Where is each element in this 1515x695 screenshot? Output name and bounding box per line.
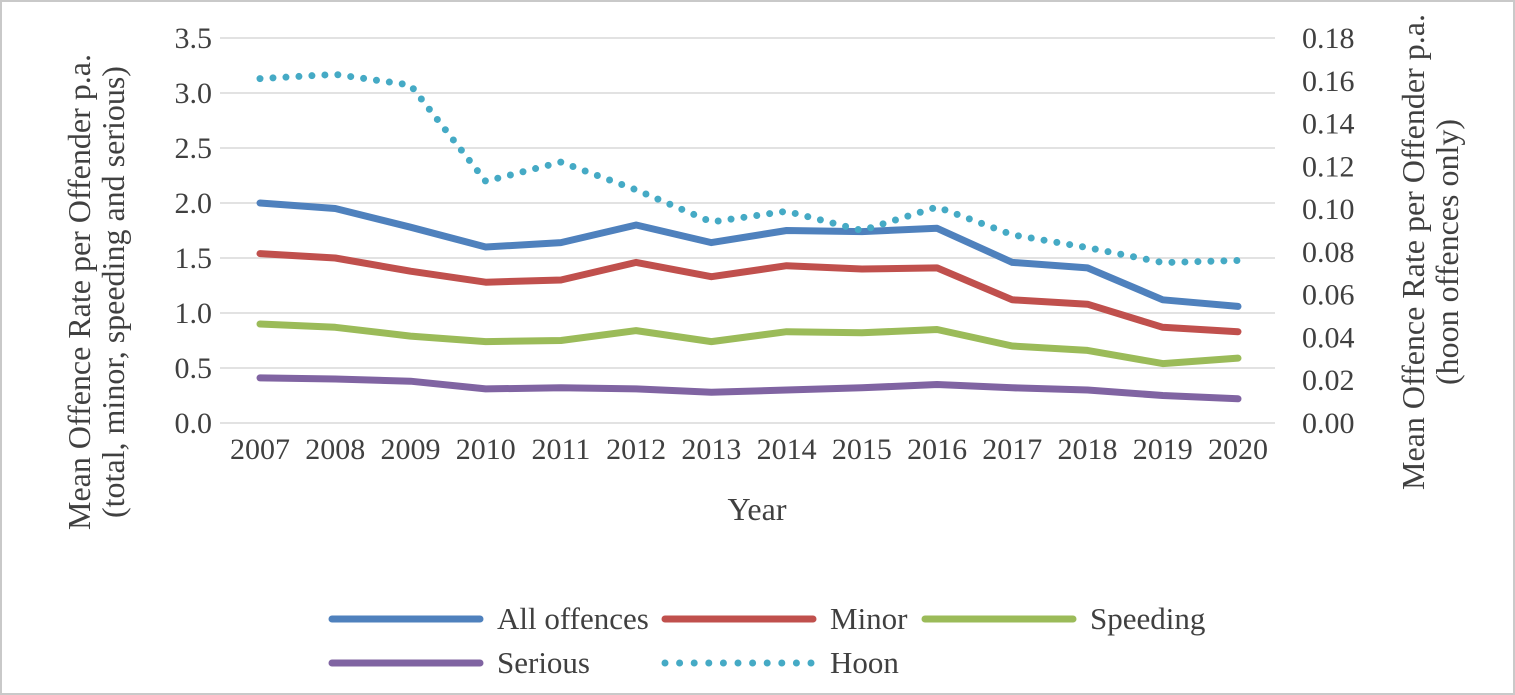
left-axis-title-line1: Mean Offence Rate per Offender p.a. xyxy=(61,54,97,530)
y-right-tick-label: 0.00 xyxy=(1302,407,1355,440)
legend-label: Speeding xyxy=(1090,601,1206,636)
y-left-tick-label: 0.5 xyxy=(175,352,213,385)
y-right-tick-label: 0.04 xyxy=(1302,321,1355,354)
y-left-tick-label: 2.0 xyxy=(175,187,213,220)
legend-item-hoon: Hoon xyxy=(660,644,920,682)
x-tick-label: 2014 xyxy=(757,433,817,466)
y-right-tick-label: 0.16 xyxy=(1302,65,1355,98)
left-axis-title: Mean Offence Rate per Offender p.a. (tot… xyxy=(61,2,131,592)
y-left-tick-label: 0.0 xyxy=(175,407,213,440)
left-axis-title-line2: (total, minor, speeding and serious) xyxy=(95,66,131,518)
legend-swatch-solid-line xyxy=(661,615,817,623)
x-tick-label: 2018 xyxy=(1058,433,1118,466)
legend-label: Hoon xyxy=(830,645,899,680)
y-right-tick-label: 0.02 xyxy=(1302,364,1355,397)
x-tick-label: 2019 xyxy=(1133,433,1193,466)
x-tick-label: 2010 xyxy=(456,433,516,466)
legend-swatch-solid-line xyxy=(328,659,484,667)
y-left-tick-label: 1.5 xyxy=(175,242,213,275)
x-tick-label: 2020 xyxy=(1208,433,1268,466)
legend-swatch-solid-line xyxy=(328,615,484,623)
right-axis-title-line1: Mean Offence Rate per Offender p.a. xyxy=(1395,14,1431,490)
x-tick-label: 2007 xyxy=(230,433,290,466)
series-line-serious xyxy=(256,374,1242,403)
y-right-tick-label: 0.08 xyxy=(1302,236,1355,269)
series-line-minor xyxy=(256,250,1242,336)
y-left-tick-label: 2.5 xyxy=(175,132,213,165)
x-tick-label: 2017 xyxy=(982,433,1042,466)
y-right-tick-label: 0.18 xyxy=(1302,22,1355,55)
legend-item-minor: Minor xyxy=(660,600,920,638)
legend-label: Serious xyxy=(497,645,590,680)
x-axis-title: Year xyxy=(727,491,787,527)
y-right-tick-label: 0.10 xyxy=(1302,193,1355,226)
x-tick-label: 2009 xyxy=(380,433,440,466)
legend-item-speeding: Speeding xyxy=(920,600,1220,638)
right-axis-title: Mean Offence Rate per Offender p.a. (hoo… xyxy=(1395,2,1465,532)
legend-item-serious: Serious xyxy=(327,644,660,682)
legend: All offences Minor Speeding Serious Hoon xyxy=(327,600,1220,682)
x-tick-label: 2008 xyxy=(305,433,365,466)
y-right-tick-label: 0.14 xyxy=(1302,108,1355,141)
x-tick-label: 2013 xyxy=(681,433,741,466)
series-line-hoon xyxy=(256,70,1242,267)
y-right-tick-label: 0.12 xyxy=(1302,150,1355,183)
legend-swatch-solid-line xyxy=(921,615,1077,623)
series-line-speeding xyxy=(256,320,1242,368)
right-axis-title-line2: (hoon offences only) xyxy=(1429,119,1465,385)
legend-label: All offences xyxy=(497,601,649,636)
x-tick-label: 2012 xyxy=(606,433,666,466)
y-left-tick-label: 1.0 xyxy=(175,297,213,330)
x-tick-label: 2016 xyxy=(907,433,967,466)
legend-item-all-offences: All offences xyxy=(327,600,660,638)
series-line-all-offences xyxy=(256,199,1242,310)
x-tick-label: 2011 xyxy=(531,433,590,466)
x-tick-label: 2015 xyxy=(832,433,892,466)
y-left-tick-label: 3.0 xyxy=(175,77,213,110)
legend-label: Minor xyxy=(830,601,908,636)
y-right-tick-label: 0.06 xyxy=(1302,279,1355,312)
y-left-tick-label: 3.5 xyxy=(175,22,213,55)
legend-swatch-dotted-line xyxy=(661,659,817,667)
